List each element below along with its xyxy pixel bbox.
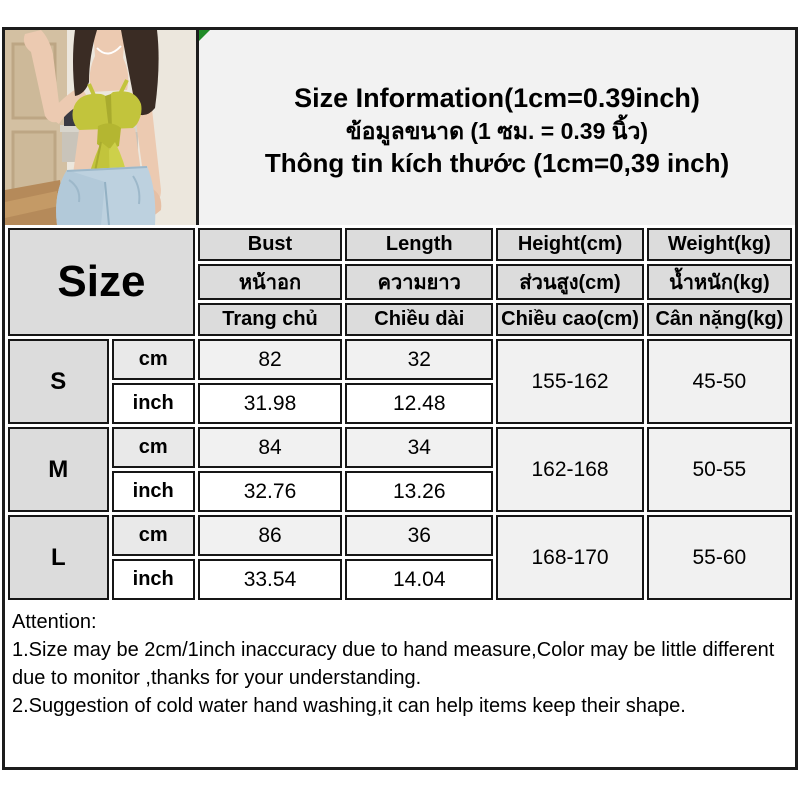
row-s-inch: inch 31.98 12.48: [8, 383, 792, 424]
col-header-length-th: ความยาว: [345, 264, 494, 300]
l-length-inch: 14.04: [345, 559, 494, 600]
size-table: Size Bust Length Height(cm) Weight(kg) ห…: [5, 225, 795, 603]
col-header-weight-en: Weight(kg): [646, 228, 792, 261]
col-header-height-en: Height(cm): [496, 228, 644, 261]
row-l-inch: inch 33.54 14.04: [8, 559, 792, 600]
col-header-length-en: Length: [345, 228, 494, 261]
row-m-cm: M cm 84 34 162-168 50-55: [8, 427, 792, 512]
col-header-bust-en: Bust: [197, 228, 343, 261]
unit-label-inch: inch: [111, 471, 195, 512]
l-bust-cm: 86: [197, 515, 343, 556]
m-weight-range: 50-55: [646, 427, 792, 512]
title-thai: ข้อมูลขนาด (1 ซม. = 0.39 นิ้ว): [345, 117, 649, 144]
l-height-range: 168-170: [496, 515, 644, 600]
hero-section: Size Information(1cm=0.39inch) ข้อมูลขนา…: [5, 30, 795, 225]
col-header-height-th: ส่วนสูง(cm): [496, 264, 644, 300]
col-header-bust-th: หน้าอก: [197, 264, 343, 300]
s-bust-cm: 82: [197, 339, 343, 380]
s-length-cm: 32: [345, 339, 494, 380]
m-bust-cm: 84: [197, 427, 343, 468]
l-length-cm: 36: [345, 515, 494, 556]
size-m-cell: M: [8, 427, 109, 512]
header-row-th: หน้าอก ความยาว ส่วนสูง(cm) น้ำหนัก(kg): [8, 264, 792, 300]
green-corner-flag-icon: [199, 30, 210, 41]
size-l-cell: L: [8, 515, 109, 600]
s-height-range: 155-162: [496, 339, 644, 424]
row-l-cm: L cm 86 36 168-170 55-60: [8, 515, 792, 600]
unit-label-inch: inch: [111, 559, 195, 600]
attention-note-1: 1.Size may be 2cm/1inch inaccuracy due t…: [12, 639, 775, 689]
title-vietnamese: Thông tin kích thước (1cm=0,39 inch): [264, 147, 730, 178]
row-s-cm: S cm 82 32 155-162 45-50: [8, 339, 792, 424]
product-photo-illustration: [5, 30, 196, 225]
size-header-cell: Size: [8, 228, 195, 336]
attention-heading: Attention:: [12, 611, 97, 633]
row-m-inch: inch 32.76 13.26: [8, 471, 792, 512]
header-row-vi: Trang chủ Chiều dài Chiều cao(cm) Cân nặ…: [8, 303, 792, 336]
product-photo: [5, 30, 199, 225]
m-bust-inch: 32.76: [197, 471, 343, 512]
col-header-weight-th: น้ำหนัก(kg): [646, 264, 792, 300]
unit-label-cm: cm: [111, 515, 195, 556]
l-weight-range: 55-60: [646, 515, 792, 600]
content-box: Size Information(1cm=0.39inch) ข้อมูลขนา…: [2, 27, 798, 770]
attention-note-2: 2.Suggestion of cold water hand washing,…: [12, 695, 686, 717]
attention-section: Attention: 1.Size may be 2cm/1inch inacc…: [5, 603, 795, 720]
col-header-length-vi: Chiều dài: [345, 303, 494, 336]
m-length-cm: 34: [345, 427, 494, 468]
s-weight-range: 45-50: [646, 339, 792, 424]
col-header-height-vi: Chiều cao(cm): [496, 303, 644, 336]
unit-label-cm: cm: [111, 339, 195, 380]
header-row-en: Size Bust Length Height(cm) Weight(kg): [8, 228, 792, 336]
size-info-title-block: Size Information(1cm=0.39inch) ข้อมูลขนา…: [199, 30, 795, 225]
m-height-range: 162-168: [496, 427, 644, 512]
l-bust-inch: 33.54: [197, 559, 343, 600]
s-bust-inch: 31.98: [197, 383, 343, 424]
s-length-inch: 12.48: [345, 383, 494, 424]
m-length-inch: 13.26: [345, 471, 494, 512]
unit-label-inch: inch: [111, 383, 195, 424]
unit-label-cm: cm: [111, 427, 195, 468]
title-english: Size Information(1cm=0.39inch): [294, 82, 700, 113]
size-s-cell: S: [8, 339, 109, 424]
col-header-bust-vi: Trang chủ: [197, 303, 343, 336]
col-header-weight-vi: Cân nặng(kg): [646, 303, 792, 336]
